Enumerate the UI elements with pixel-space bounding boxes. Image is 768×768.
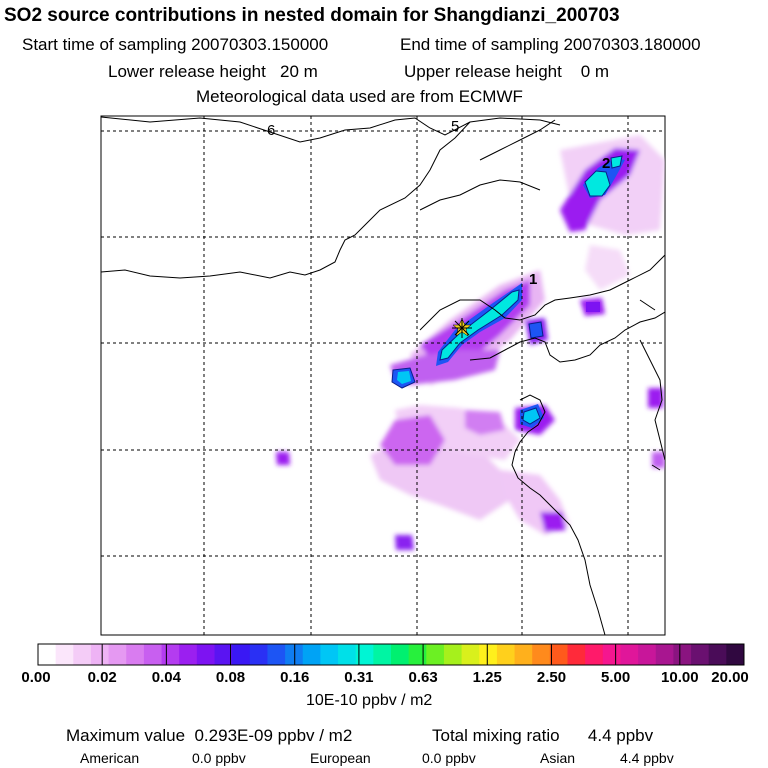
colorbar-swatch	[620, 644, 639, 665]
chart-title: SO2 source contributions in nested domai…	[4, 5, 620, 26]
colorbar-swatch	[73, 644, 92, 665]
upper-release-label: Upper release height 0 m	[404, 62, 610, 81]
colorbar-tick-label: 0.08	[215, 669, 246, 686]
colorbar-swatch	[179, 644, 198, 665]
region-european-value: 0.0 ppbv	[422, 750, 476, 766]
colorbar-swatch	[691, 644, 710, 665]
border-inner	[101, 121, 471, 279]
colorbar-tick-label: 2.50	[536, 669, 567, 686]
colorbar-swatch	[161, 644, 180, 665]
colorbar-swatch	[302, 644, 321, 665]
colorbar-swatch	[355, 644, 374, 665]
colorbar-tick-label: 1.25	[472, 669, 502, 686]
lower-release-label: Lower release height 20 m	[108, 62, 318, 81]
colorbar-swatch	[673, 644, 692, 665]
colorbar-swatch	[214, 644, 233, 665]
core-cyan-ne2	[610, 155, 623, 169]
core-cyan-east	[522, 407, 541, 425]
colorbar-swatch	[143, 644, 163, 665]
grid-label-5: 5	[451, 118, 459, 135]
plume-purple-d	[380, 415, 445, 465]
colorbar-swatch	[496, 644, 516, 665]
plume-purple-e	[465, 410, 505, 435]
colorbar-tick-label: 0.16	[280, 669, 310, 686]
coastline-bay	[419, 254, 665, 331]
plume-purple-j	[395, 535, 414, 550]
start-time-label: Start time of sampling 20070303.150000	[22, 35, 329, 54]
colorbar-swatch	[479, 644, 498, 665]
colorbar-tick-label: 0.02	[87, 669, 117, 686]
coastlines	[101, 116, 665, 635]
plume-purple-l	[648, 388, 663, 408]
colorbar-tick-label: 20.00	[711, 669, 749, 686]
grid-label-6: 6	[267, 122, 275, 139]
colorbar-swatch	[708, 644, 727, 665]
colorbar-unit: 10E-10 ppbv / m2	[306, 692, 433, 709]
colorbar-swatch	[549, 644, 568, 665]
plume-purple-i	[540, 512, 566, 532]
colorbar-swatch	[108, 644, 127, 665]
plume-purple-m	[652, 452, 665, 468]
region-american-name: American	[80, 750, 140, 766]
coastline-korea	[639, 299, 665, 471]
colorbar-swatch	[391, 644, 410, 665]
colorbar-swatch	[602, 644, 621, 665]
colorbar-swatch	[320, 644, 339, 665]
colorbar-tick-label: 10.00	[661, 669, 699, 686]
plume-purple-k	[276, 452, 290, 465]
colorbar-swatch	[232, 644, 251, 665]
plume-light-ring	[585, 245, 630, 290]
colorbar-tick-label: 0.63	[408, 669, 438, 686]
colorbar-swatch	[55, 644, 74, 665]
colorbar-swatch	[196, 644, 215, 665]
colorbar-tick-label: 0.00	[21, 669, 51, 686]
coastline-bohai	[469, 311, 665, 363]
colorbar-swatch	[408, 644, 427, 665]
region-european-name: European	[310, 750, 371, 766]
colorbar-swatch	[585, 644, 604, 665]
colorbar-swatch	[90, 644, 110, 665]
colorbar-swatch	[638, 644, 657, 665]
receptor-marker	[452, 318, 472, 338]
colorbar-swatch	[38, 644, 57, 665]
coastline-north	[101, 116, 561, 143]
colorbar-tick-label: 5.00	[601, 669, 631, 686]
colorbar-swatch	[461, 644, 480, 665]
border-ne	[419, 119, 556, 211]
colorbar-swatch	[655, 644, 674, 665]
region-american-value: 0.0 ppbv	[192, 750, 246, 766]
region-asian-name: Asian	[540, 750, 576, 766]
core-blue-small	[528, 321, 544, 339]
maximum-value-label: Maximum value 0.293E-09 ppbv / m2	[66, 726, 353, 745]
core-cyan-main	[439, 289, 520, 361]
graticule	[101, 116, 665, 635]
colorbar-swatch	[532, 644, 551, 665]
core-cyan-left	[397, 371, 411, 384]
contour-label-2: 2	[602, 155, 610, 172]
colorbar-swatch	[726, 644, 745, 665]
colorbar-swatch	[514, 644, 533, 665]
colorbar-swatch	[567, 644, 586, 665]
coastline-shandong	[511, 394, 606, 635]
colorbar-swatch	[426, 644, 445, 665]
colorbar-swatch	[285, 644, 304, 665]
colorbar-swatch	[249, 644, 268, 665]
concentration-core	[391, 155, 625, 428]
core-purple-pts	[586, 302, 600, 312]
colorbar-tick-label: 0.04	[151, 669, 181, 686]
colorbar-tick-label: 0.31	[344, 669, 374, 686]
core-cyan-ne	[584, 170, 611, 197]
colorbar-swatch	[443, 644, 463, 665]
colorbar-swatch	[126, 644, 145, 665]
colorbar-swatch	[373, 644, 392, 665]
colorbar-swatch	[338, 644, 357, 665]
colorbar-swatch	[267, 644, 286, 665]
contour-label-1: 1	[529, 271, 537, 288]
region-asian-value: 4.4 ppbv	[620, 750, 674, 766]
end-time-label: End time of sampling 20070303.180000	[400, 35, 701, 54]
total-mixing-ratio-label: Total mixing ratio 4.4 ppbv	[432, 726, 654, 745]
met-data-label: Meteorological data used are from ECMWF	[196, 87, 523, 106]
